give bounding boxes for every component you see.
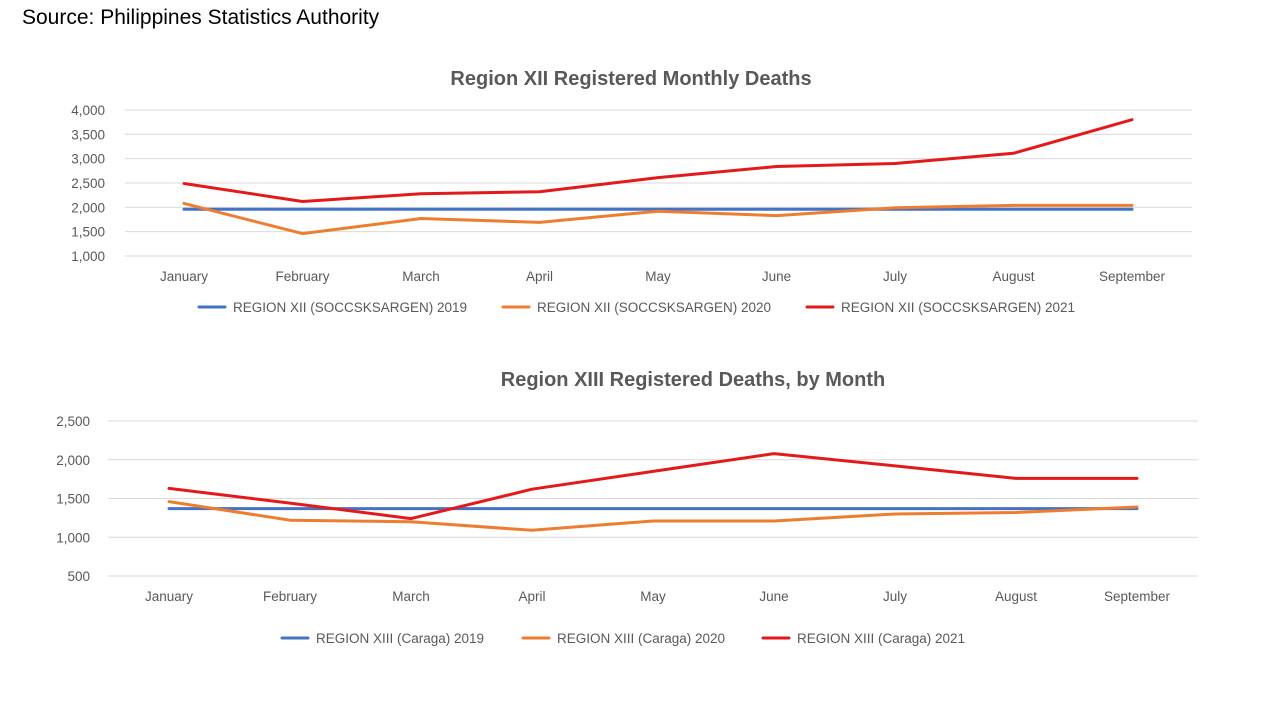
x-tick-label: March bbox=[392, 589, 430, 604]
x-tick-label: July bbox=[883, 269, 907, 284]
series-line-2 bbox=[167, 500, 1139, 532]
y-tick-label: 4,000 bbox=[71, 103, 105, 118]
source-text: Source: Philippines Statistics Authority bbox=[22, 6, 380, 29]
x-tick-label: March bbox=[402, 269, 440, 284]
y-tick-label: 1,000 bbox=[56, 530, 90, 545]
y-tick-label: 2,000 bbox=[56, 453, 90, 468]
x-tick-label: February bbox=[275, 269, 329, 284]
legend-label: REGION XII (SOCCSKSARGEN) 2021 bbox=[841, 300, 1075, 315]
x-tick-label: May bbox=[640, 589, 666, 604]
x-tick-label: June bbox=[759, 589, 788, 604]
x-tick-label: May bbox=[645, 269, 671, 284]
y-tick-label: 1,500 bbox=[56, 492, 90, 507]
x-tick-label: September bbox=[1104, 589, 1171, 604]
series-line-3 bbox=[182, 118, 1134, 203]
series-line-2 bbox=[182, 201, 1134, 236]
y-tick-label: 2,500 bbox=[71, 176, 105, 191]
x-tick-label: August bbox=[995, 589, 1037, 604]
legend-label: REGION XIII (Caraga) 2021 bbox=[797, 631, 965, 646]
y-tick-label: 2,500 bbox=[56, 414, 90, 429]
x-tick-label: February bbox=[263, 589, 317, 604]
y-tick-label: 1,000 bbox=[71, 249, 105, 264]
chart-title: Region XIII Registered Deaths, by Month bbox=[501, 369, 886, 391]
y-tick-label: 2,000 bbox=[71, 200, 105, 215]
x-tick-label: June bbox=[762, 269, 791, 284]
y-tick-label: 3,000 bbox=[71, 152, 105, 167]
series-line-3 bbox=[167, 452, 1139, 521]
legend-label: REGION XII (SOCCSKSARGEN) 2019 bbox=[233, 300, 467, 315]
y-tick-label: 1,500 bbox=[71, 225, 105, 240]
x-tick-label: April bbox=[526, 269, 553, 284]
chart-region-xii: Region XII Registered Monthly Deaths 1,00… bbox=[71, 68, 1192, 315]
legend-label: REGION XII (SOCCSKSARGEN) 2020 bbox=[537, 300, 771, 315]
x-tick-label: April bbox=[518, 589, 545, 604]
y-tick-label: 3,500 bbox=[71, 127, 105, 142]
x-tick-label: January bbox=[160, 269, 208, 284]
x-tick-label: August bbox=[992, 269, 1034, 284]
x-tick-label: September bbox=[1099, 269, 1166, 284]
x-tick-label: January bbox=[145, 589, 193, 604]
legend-label: REGION XIII (Caraga) 2020 bbox=[557, 631, 725, 646]
y-tick-label: 500 bbox=[67, 569, 90, 584]
x-tick-label: July bbox=[883, 589, 907, 604]
chart-title: Region XII Registered Monthly Deaths bbox=[450, 68, 811, 90]
legend-label: REGION XIII (Caraga) 2019 bbox=[316, 631, 484, 646]
